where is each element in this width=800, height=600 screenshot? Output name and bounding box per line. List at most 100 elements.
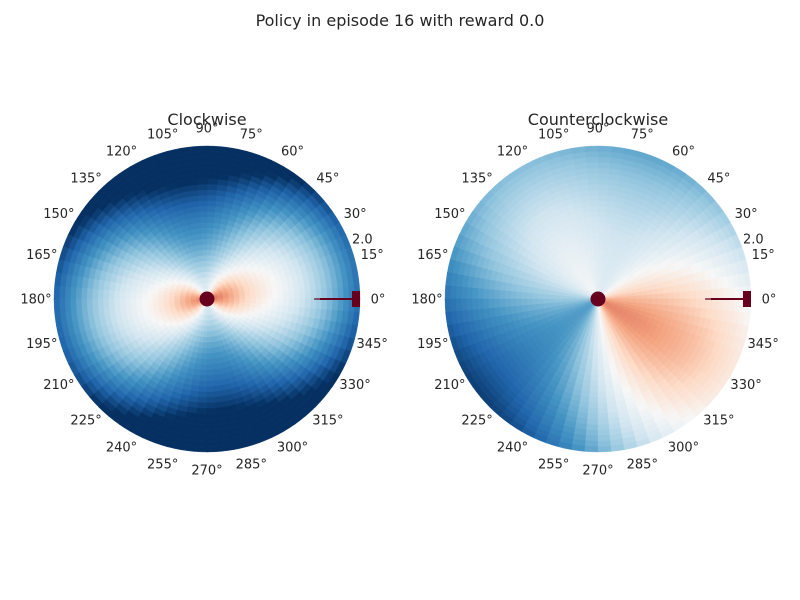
heatmap-cell <box>668 298 675 306</box>
heatmap-cell <box>200 233 208 240</box>
heatmap-cell <box>193 440 208 447</box>
heatmap-cell <box>587 184 599 191</box>
heatmap-cell <box>197 347 204 354</box>
heatmap-cell <box>597 167 610 175</box>
radial-tick-label: 2.0 <box>352 232 373 247</box>
heatmap-cell <box>266 292 273 300</box>
heatmap-cell <box>206 216 215 224</box>
heatmap-cell <box>493 289 501 300</box>
heatmap-cell <box>712 287 719 300</box>
heatmap-cell <box>206 194 217 202</box>
heatmap-cell <box>206 255 212 262</box>
theta-tick-label: 45° <box>707 172 730 187</box>
theta-tick-label: 270° <box>191 464 222 479</box>
theta-tick-label: 15° <box>752 248 775 263</box>
heatmap-cell <box>597 440 612 447</box>
heatmap-cell <box>586 423 599 431</box>
polar-plot-counterclockwise: Counterclockwise 0° 15° 30° 45° 60° 75° 90° 105… <box>411 110 779 479</box>
pole-tip-marker <box>352 291 360 307</box>
heatmap-cell <box>239 298 246 303</box>
heatmap-cell <box>597 255 603 262</box>
heatmap-cell <box>679 298 686 307</box>
heatmap-cell <box>193 151 208 158</box>
heatmap-cell <box>206 440 221 447</box>
heatmap-cell <box>499 298 506 309</box>
heatmap-cell <box>504 298 512 308</box>
heatmap-cell <box>113 290 121 300</box>
heatmap-cell <box>646 302 653 309</box>
heatmap-cell <box>331 286 339 300</box>
heatmap-cell <box>450 298 457 313</box>
heatmap-cell <box>75 298 83 312</box>
heatmap-cell <box>733 298 741 312</box>
heatmap-cell <box>603 222 612 230</box>
heatmap-cell <box>196 184 208 191</box>
theta-tick-label: 150° <box>43 207 74 222</box>
heatmap-cell <box>265 303 273 311</box>
theta-tick-label: 90° <box>586 122 609 137</box>
heatmap-cell <box>130 298 137 307</box>
heatmap-cell <box>315 288 322 300</box>
theta-tick-label: 135° <box>70 172 101 187</box>
heatmap-cell <box>455 298 463 313</box>
heatmap-cell <box>597 385 607 393</box>
theta-tick-label: 285° <box>236 458 267 473</box>
heatmap-cell <box>174 295 180 300</box>
theta-tick-label: 105° <box>147 127 178 142</box>
heatmap-cell <box>206 276 210 283</box>
heatmap-cell <box>597 266 602 272</box>
heatmap-cell <box>597 413 610 420</box>
heatmap-cell <box>570 296 577 300</box>
heatmap-cell <box>194 162 208 169</box>
pivot-marker <box>590 291 606 307</box>
theta-tick-label: 225° <box>70 413 101 428</box>
heatmap-cell <box>141 287 149 295</box>
heatmap-cell <box>206 178 218 185</box>
theta-tick-label: 300° <box>668 441 699 456</box>
heatmap-cell <box>483 298 490 310</box>
heatmap-cell <box>712 298 719 310</box>
heatmap-cell <box>597 380 607 387</box>
theta-tick-label: 30° <box>735 207 758 222</box>
heatmap-cell <box>597 173 610 180</box>
heatmap-cell <box>597 184 609 191</box>
heatmap-cell <box>585 429 599 436</box>
heatmap-cell <box>537 288 545 295</box>
heatmap-cell <box>206 266 211 272</box>
heatmap-cell <box>455 286 463 300</box>
heatmap-cell <box>625 298 631 303</box>
heatmap-cell <box>521 292 528 300</box>
heatmap-cell <box>206 173 219 180</box>
heatmap-cell <box>202 347 208 354</box>
heatmap-cell <box>589 385 599 393</box>
heatmap-cell <box>588 402 599 409</box>
heatmap-cell <box>585 167 599 175</box>
heatmap-cell <box>53 298 61 314</box>
heatmap-cell <box>141 293 148 300</box>
heatmap-cell <box>602 238 609 246</box>
heatmap-cell <box>597 418 610 425</box>
heatmap-cell <box>575 296 582 300</box>
heatmap-cell <box>206 260 211 267</box>
heatmap-cell <box>201 353 208 360</box>
theta-tick-label: 345° <box>357 337 388 352</box>
heatmap-cell <box>684 290 692 300</box>
heatmap-cell <box>641 298 648 304</box>
heatmap-cell <box>223 298 230 302</box>
heatmap-cell <box>728 298 735 312</box>
heatmap-cell <box>337 286 344 300</box>
heatmap-cell <box>194 167 208 175</box>
heatmap-cell <box>206 374 215 382</box>
heatmap-cell <box>81 287 88 300</box>
heatmap-cell <box>584 151 599 158</box>
heatmap-cell <box>198 211 208 218</box>
theta-tick-label: 135° <box>461 172 492 187</box>
theta-tick-label: 180° <box>411 293 442 308</box>
heatmap-cell <box>206 205 216 213</box>
heatmap-cell <box>717 287 724 300</box>
heatmap-cell <box>194 434 208 442</box>
heatmap-cell <box>589 211 599 218</box>
heatmap-cell <box>587 352 594 360</box>
heatmap-cell <box>592 353 599 360</box>
heatmap-cell <box>119 291 126 300</box>
